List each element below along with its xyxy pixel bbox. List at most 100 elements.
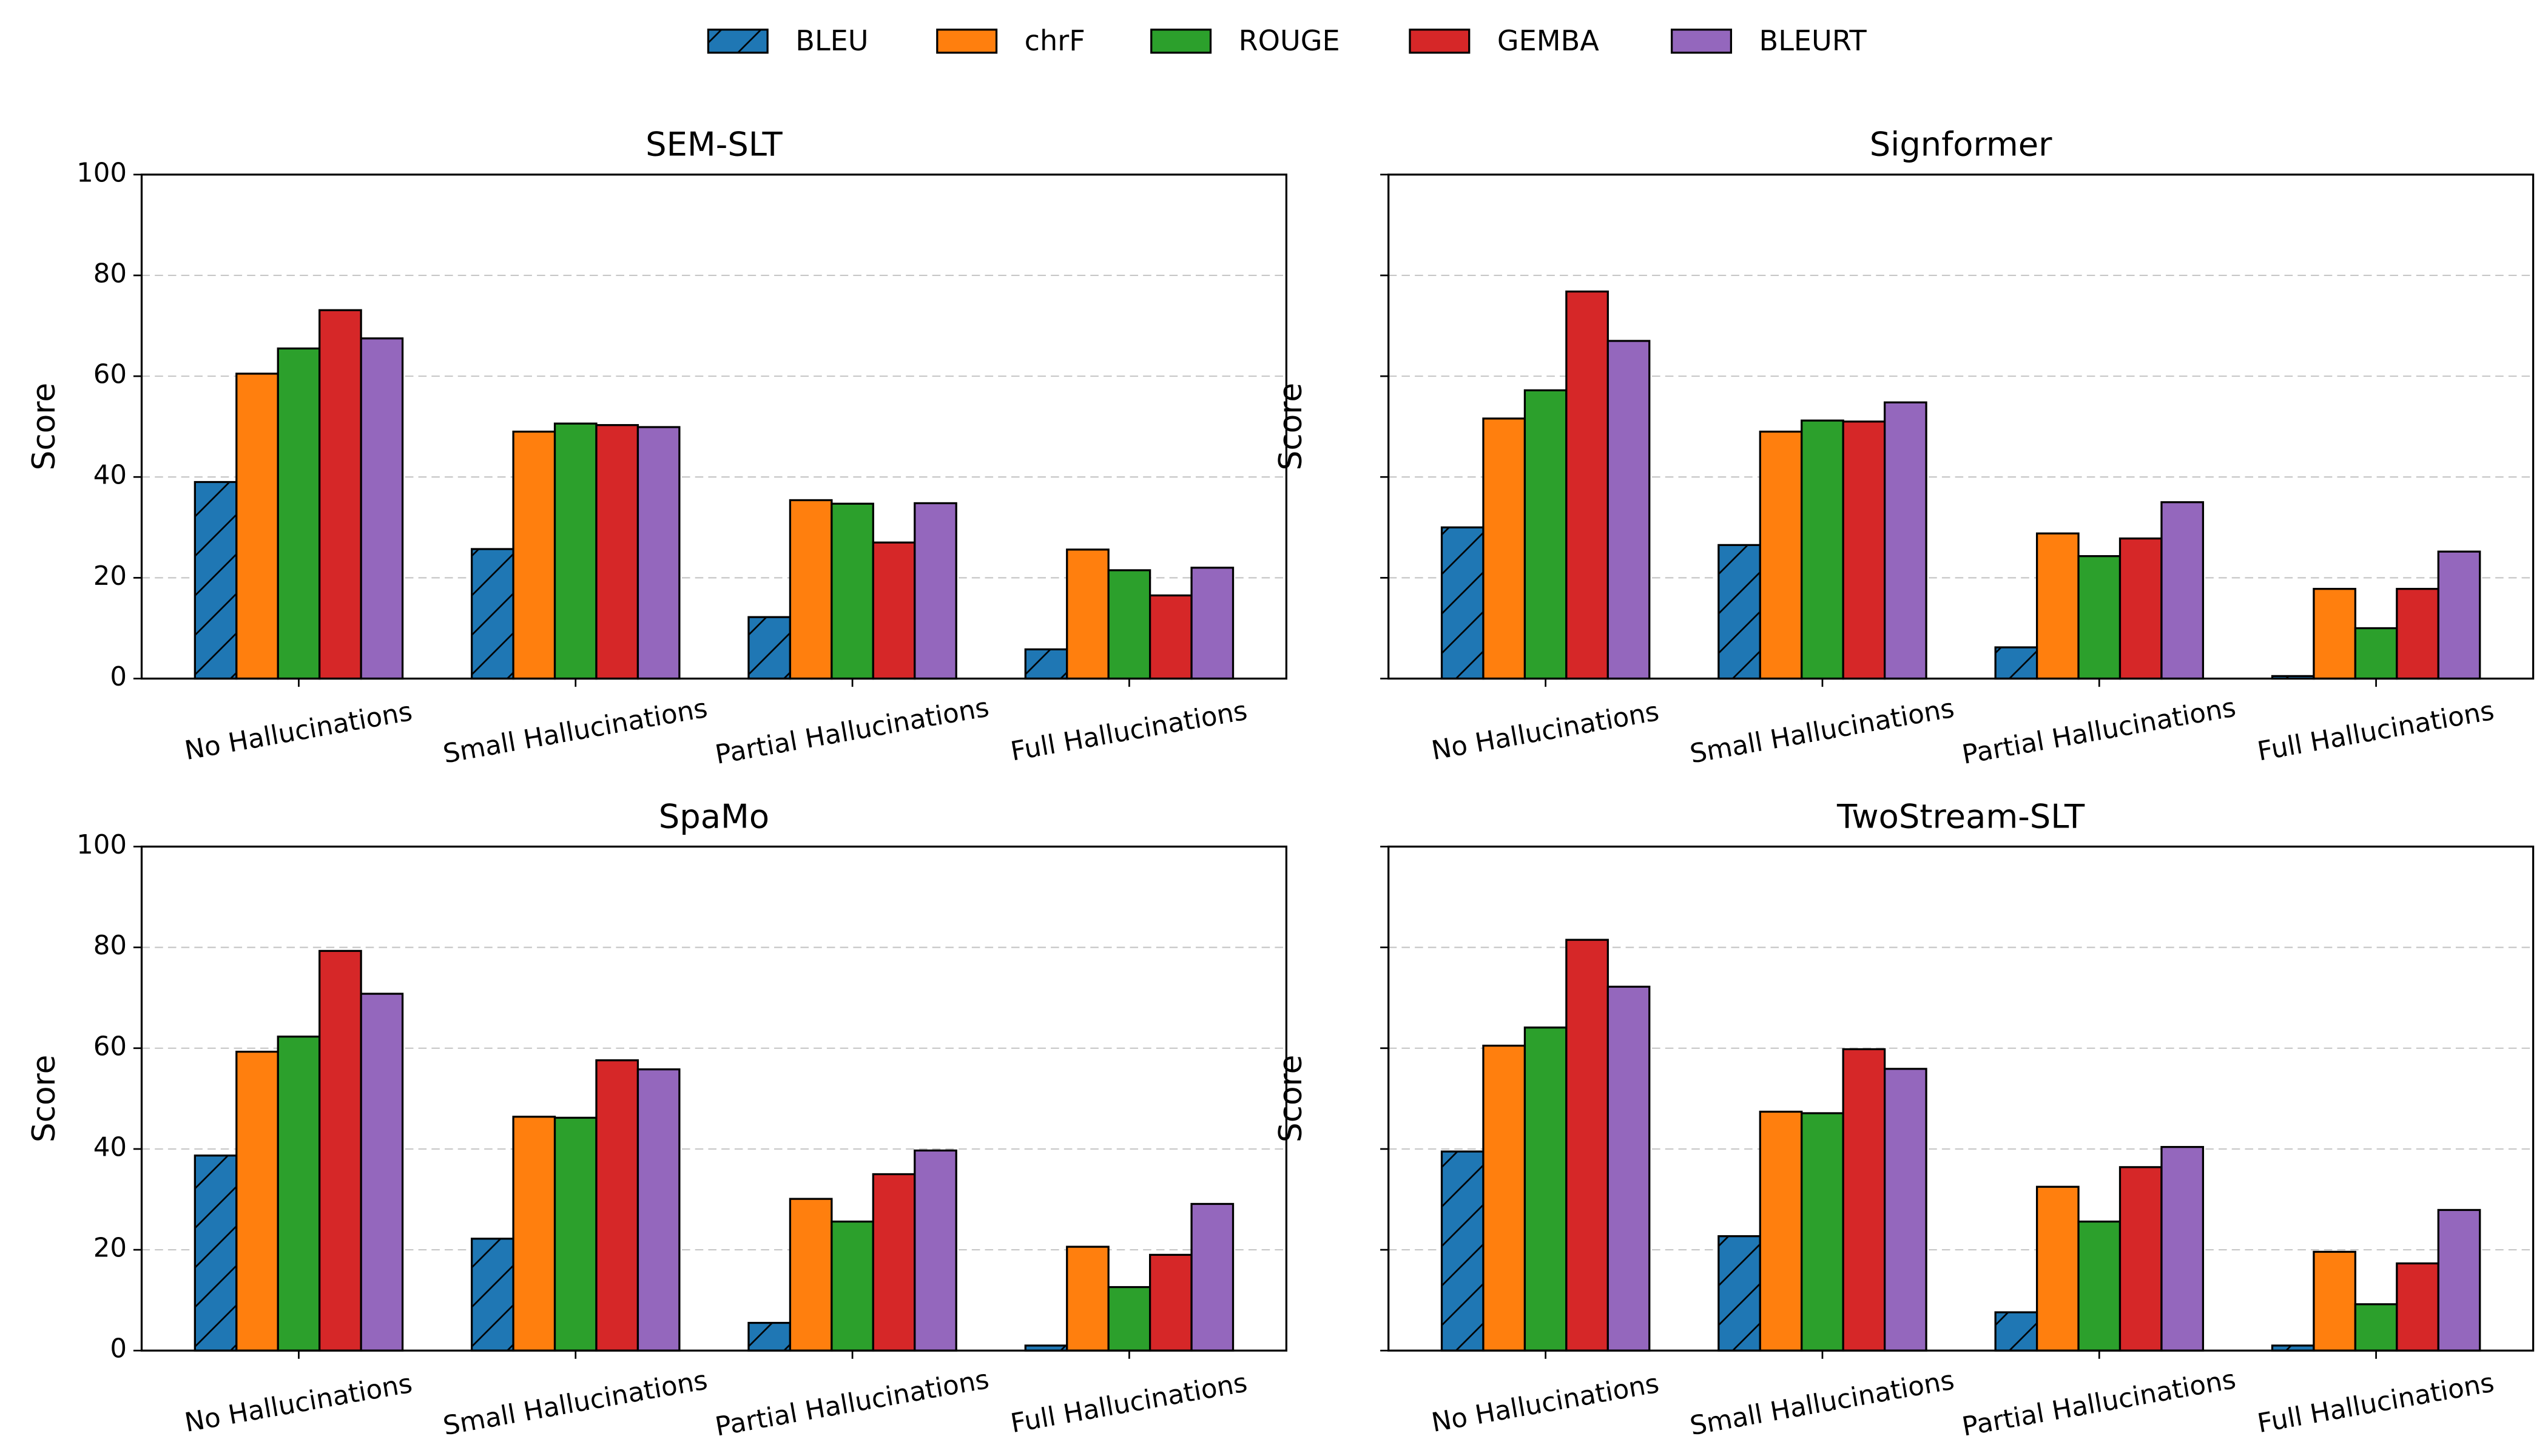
bar bbox=[1606, 340, 1651, 680]
bar bbox=[2035, 532, 2080, 680]
bar bbox=[872, 541, 916, 680]
bar bbox=[2118, 537, 2163, 680]
bar bbox=[1148, 594, 1193, 680]
bar bbox=[277, 347, 321, 680]
bar bbox=[1759, 1110, 1803, 1352]
bar bbox=[2396, 588, 2439, 680]
axes-frame bbox=[140, 845, 1287, 1352]
bar bbox=[1884, 401, 1927, 680]
bar bbox=[1066, 1245, 1110, 1352]
bar bbox=[2313, 588, 2357, 680]
bar bbox=[831, 1220, 874, 1352]
bar bbox=[1482, 1044, 1526, 1352]
y-tick-label: 0 bbox=[110, 662, 127, 692]
bar bbox=[360, 337, 404, 680]
bar bbox=[277, 1036, 321, 1352]
y-tick-label: 60 bbox=[93, 1031, 127, 1062]
y-tick-label: 40 bbox=[93, 460, 127, 491]
y-tick-label: 20 bbox=[93, 1233, 127, 1264]
bar bbox=[1190, 1202, 1235, 1352]
bar-hatch bbox=[1995, 647, 2037, 679]
bar-hatch bbox=[1995, 1312, 2037, 1351]
legend-swatch bbox=[1671, 29, 1733, 54]
bar bbox=[2354, 1303, 2398, 1352]
bar bbox=[360, 993, 404, 1352]
legend-label: GEMBA bbox=[1497, 24, 1599, 57]
bar-hatch bbox=[195, 1155, 237, 1351]
bar-hatch bbox=[2272, 1345, 2314, 1351]
bar bbox=[2354, 627, 2398, 680]
legend-label: chrF bbox=[1025, 24, 1085, 57]
bar bbox=[2160, 1145, 2205, 1352]
bar bbox=[831, 502, 874, 680]
bar-hatch bbox=[1441, 1151, 1483, 1351]
y-axis-label: Score bbox=[26, 383, 62, 470]
y-tick-label: 20 bbox=[93, 561, 127, 592]
bar bbox=[2077, 555, 2122, 680]
bar bbox=[512, 430, 556, 680]
bar-hatch bbox=[1441, 527, 1483, 679]
bar bbox=[789, 499, 833, 680]
bar-hatch bbox=[1025, 649, 1067, 679]
bar bbox=[595, 1059, 639, 1352]
bar bbox=[2118, 1166, 2163, 1352]
y-tick-label: 40 bbox=[93, 1132, 127, 1162]
bar bbox=[1565, 290, 1609, 680]
bar bbox=[2437, 1208, 2481, 1352]
chart-title: Signformer bbox=[1870, 126, 2052, 164]
legend-label: BLEURT bbox=[1759, 24, 1867, 57]
y-axis-label: Score bbox=[26, 1055, 62, 1142]
bar bbox=[1842, 420, 1886, 680]
bar bbox=[1565, 939, 1609, 1352]
bar bbox=[235, 372, 279, 680]
bar bbox=[1482, 417, 1526, 680]
bar bbox=[636, 426, 681, 680]
bar bbox=[512, 1116, 556, 1352]
bar bbox=[872, 1173, 916, 1352]
legend-label: BLEU bbox=[795, 24, 868, 57]
bar-hatch bbox=[471, 1238, 514, 1351]
y-axis-label: Score bbox=[1273, 383, 1309, 470]
bar bbox=[789, 1198, 833, 1352]
bar bbox=[1801, 419, 1844, 680]
legend-label: ROUGE bbox=[1239, 24, 1340, 57]
bar bbox=[1107, 1286, 1151, 1352]
bar bbox=[1523, 1026, 1568, 1352]
y-tick-label: 100 bbox=[76, 158, 127, 188]
legend-swatch bbox=[936, 29, 998, 54]
bar bbox=[1606, 985, 1651, 1352]
bar bbox=[1190, 567, 1235, 680]
bar bbox=[914, 1149, 957, 1352]
chart-title: SpaMo bbox=[659, 797, 769, 835]
bar-hatch bbox=[195, 482, 237, 679]
legend-swatch-hatch bbox=[708, 29, 768, 53]
bar bbox=[318, 309, 362, 680]
axes-frame bbox=[1387, 845, 2535, 1352]
bar bbox=[1066, 548, 1110, 680]
bar bbox=[1523, 389, 1568, 680]
bar bbox=[553, 422, 598, 680]
bar bbox=[914, 502, 957, 680]
bar-hatch bbox=[471, 549, 514, 679]
bar bbox=[318, 949, 362, 1352]
bar-hatch bbox=[2272, 676, 2314, 679]
bar bbox=[2396, 1262, 2439, 1352]
bar bbox=[1148, 1253, 1193, 1352]
axes-frame bbox=[1387, 174, 2535, 680]
bar bbox=[1759, 430, 1803, 680]
bar bbox=[1801, 1112, 1844, 1352]
bar-hatch bbox=[1718, 1236, 1761, 1351]
bar bbox=[595, 424, 639, 680]
bar bbox=[2077, 1220, 2122, 1352]
legend-swatch bbox=[1150, 29, 1212, 54]
y-tick-label: 80 bbox=[93, 258, 127, 289]
y-tick-label: 0 bbox=[110, 1334, 127, 1364]
bar-hatch bbox=[748, 617, 790, 679]
bar bbox=[636, 1068, 681, 1352]
legend-swatch bbox=[1409, 29, 1471, 54]
bar bbox=[2160, 501, 2205, 680]
bar-hatch bbox=[748, 1323, 790, 1351]
y-tick-label: 80 bbox=[93, 931, 127, 961]
y-tick-label: 100 bbox=[76, 830, 127, 860]
